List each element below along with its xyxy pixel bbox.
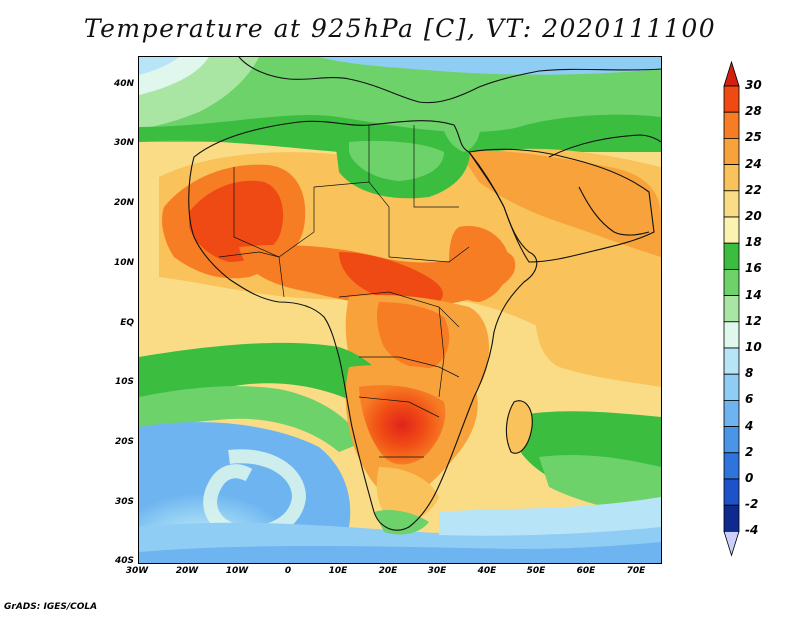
lon-label-0: 0 <box>284 566 292 576</box>
lon-label-10e: 10E <box>328 566 348 576</box>
field-egypt-green <box>439 105 481 152</box>
lon-label-20e: 20E <box>378 566 398 576</box>
lat-label-40s: 40S <box>114 556 134 566</box>
colorbar-label: 22 <box>745 182 762 197</box>
colorbar-label: 8 <box>745 366 754 381</box>
colorbar-box <box>723 426 740 454</box>
lon-label-10w: 10W <box>225 566 249 576</box>
colorbar-top-tip <box>723 60 740 87</box>
colorbar-label: 2 <box>745 444 754 459</box>
colorbar-label: 25 <box>745 130 762 145</box>
colorbar-label: 4 <box>745 418 754 433</box>
lon-label-20w: 20W <box>175 566 199 576</box>
field-south-lightgreen <box>139 386 364 452</box>
colorbar-box <box>723 373 740 401</box>
lon-label-50e: 50E <box>526 566 546 576</box>
colorbar-label: 30 <box>745 78 762 92</box>
lat-label-30n: 30N <box>113 138 134 148</box>
colorbar-box <box>723 347 740 375</box>
lat-label-20n: 20N <box>113 198 134 208</box>
field-indian-warm <box>535 295 661 387</box>
field-westafrica-hotter <box>189 180 284 262</box>
lat-label-10n: 10N <box>113 258 134 268</box>
lat-label-40n: 40N <box>113 79 134 89</box>
colorbar-label: 12 <box>745 313 762 328</box>
credit-text: GrADS: IGES/COLA <box>4 602 98 612</box>
colorbar-box <box>723 399 740 427</box>
colorbar <box>723 60 740 557</box>
chart-title: Temperature at 925hPa [C], VT: 202011110… <box>83 14 717 43</box>
field-libya-lightgreen <box>349 140 444 181</box>
field-europe-cold <box>319 57 661 75</box>
field-southafrica-tip <box>376 467 439 523</box>
colorbar-box <box>723 295 740 323</box>
coastlines <box>188 57 661 531</box>
field-central-hot <box>376 302 450 369</box>
lon-label-30w: 30W <box>125 566 149 576</box>
colorbar-bottom-tip <box>723 531 740 557</box>
colorbar-label: 20 <box>745 209 762 223</box>
colorbar-box <box>723 504 740 532</box>
colorbar-label: -4 <box>745 523 759 538</box>
colorbar-label: 24 <box>745 156 762 171</box>
colorbar-label: 10 <box>745 340 762 354</box>
field-madagascar <box>506 400 533 454</box>
colorbar-label: 28 <box>745 104 762 119</box>
colorbar-box <box>723 321 740 349</box>
lon-label-40e: 40E <box>477 566 497 576</box>
colorbar-label: 16 <box>745 261 762 276</box>
colorbar-box <box>723 138 740 166</box>
lon-label-60e: 60E <box>576 566 596 576</box>
temperature-field <box>139 57 661 563</box>
colorbar-label: 0 <box>745 471 754 485</box>
lon-label-30e: 30E <box>427 566 447 576</box>
colorbar-label: 6 <box>745 392 754 407</box>
lat-label-30s: 30S <box>114 497 134 507</box>
colorbar-box <box>723 452 740 480</box>
field-south-indian-cold <box>439 497 661 536</box>
field-southafrica-hot <box>359 385 446 465</box>
colorbar-box <box>723 190 740 218</box>
colorbar-label: 18 <box>745 235 762 250</box>
field-south-green <box>139 342 399 417</box>
colorbar-box <box>723 268 740 296</box>
colorbar-box <box>723 216 740 244</box>
colorbar-box <box>723 85 740 113</box>
lon-label-70e: 70E <box>626 566 646 576</box>
lat-label-eq: EQ <box>120 318 134 328</box>
colorbar-box <box>723 111 740 139</box>
colorbar-label: -2 <box>745 497 759 512</box>
field-arabia-warm <box>459 150 661 257</box>
colorbar-box <box>723 164 740 192</box>
field-southern-ocean-deep <box>139 542 661 563</box>
colorbar-label: 14 <box>745 287 762 302</box>
lat-label-20s: 20S <box>114 437 134 447</box>
map-plot-area <box>138 56 662 564</box>
field-sahel-hotter <box>339 252 443 304</box>
field-north-atlantic-coldest <box>139 57 179 75</box>
country-borders <box>218 125 470 458</box>
field-eastafrica-hot <box>449 226 510 302</box>
lat-label-10s: 10S <box>114 377 134 387</box>
colorbar-box <box>723 478 740 506</box>
colorbar-box <box>723 242 740 270</box>
